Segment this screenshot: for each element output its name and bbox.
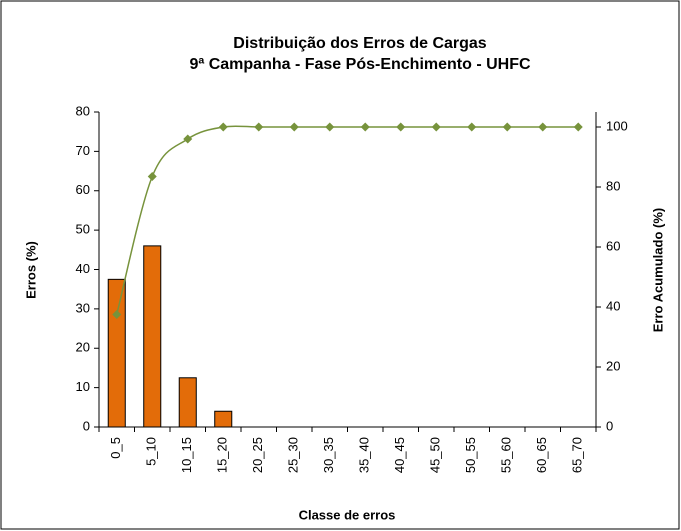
- marker: [573, 122, 583, 132]
- y2-tick-label: 20: [606, 358, 620, 373]
- x-tick-label: 45_50: [428, 437, 443, 473]
- bar: [214, 410, 233, 428]
- bar: [143, 245, 162, 428]
- marker: [467, 122, 477, 132]
- y-axis-label: Erros (%): [23, 241, 38, 299]
- x-tick-label: 60_65: [534, 437, 549, 473]
- y2-tick-label: 60: [606, 238, 620, 253]
- chart-subtitle: 9ª Campanha - Fase Pós-Enchimento - UHFC: [189, 56, 531, 73]
- y-tick-label: 20: [76, 340, 90, 355]
- x-tick-label: 15_20: [215, 437, 230, 473]
- line: [116, 125, 579, 315]
- x-tick-label: 35_40: [357, 437, 372, 473]
- x-tick-label: 55_60: [499, 437, 514, 473]
- x-tick-label: 65_70: [570, 437, 585, 473]
- x-axis-label: Classe de erros: [299, 507, 396, 522]
- y2-axis-label: Erro Acumulado (%): [650, 208, 665, 332]
- y-tick-label: 60: [76, 182, 90, 197]
- y-tick-label: 30: [76, 300, 90, 315]
- bar: [178, 377, 197, 428]
- y2-tick-label: 80: [606, 178, 620, 193]
- marker: [538, 122, 548, 132]
- y-tick-label: 0: [83, 418, 90, 433]
- marker: [325, 122, 335, 132]
- y2-tick-label: 40: [606, 298, 620, 313]
- x-tick-label: 40_45: [392, 437, 407, 473]
- marker: [289, 122, 299, 132]
- x-tick-label: 25_30: [286, 437, 301, 473]
- y-tick-label: 10: [76, 379, 90, 394]
- marker: [254, 122, 264, 132]
- x-tick-label: 0_5: [108, 437, 123, 459]
- y-tick-label: 40: [76, 261, 90, 276]
- marker: [218, 122, 228, 132]
- y2-tick-label: 0: [606, 418, 613, 433]
- marker: [396, 122, 406, 132]
- y-tick-label: 80: [76, 103, 90, 118]
- x-tick-label: 50_55: [463, 437, 478, 473]
- y-tick-label: 50: [76, 222, 90, 237]
- y-tick-label: 70: [76, 143, 90, 158]
- marker: [112, 310, 122, 319]
- x-tick-label: 10_15: [179, 437, 194, 473]
- marker: [183, 134, 193, 144]
- x-tick-label: 30_35: [321, 437, 336, 473]
- y2-tick-label: 100: [606, 118, 628, 133]
- x-tick-label: 20_25: [250, 437, 265, 473]
- marker: [147, 172, 157, 181]
- x-tick-label: 5_10: [144, 437, 159, 466]
- marker: [360, 122, 370, 132]
- chart-title: Distribuição dos Erros de Cargas: [233, 35, 487, 52]
- marker: [502, 122, 512, 132]
- marker: [431, 122, 441, 132]
- bar: [107, 278, 126, 428]
